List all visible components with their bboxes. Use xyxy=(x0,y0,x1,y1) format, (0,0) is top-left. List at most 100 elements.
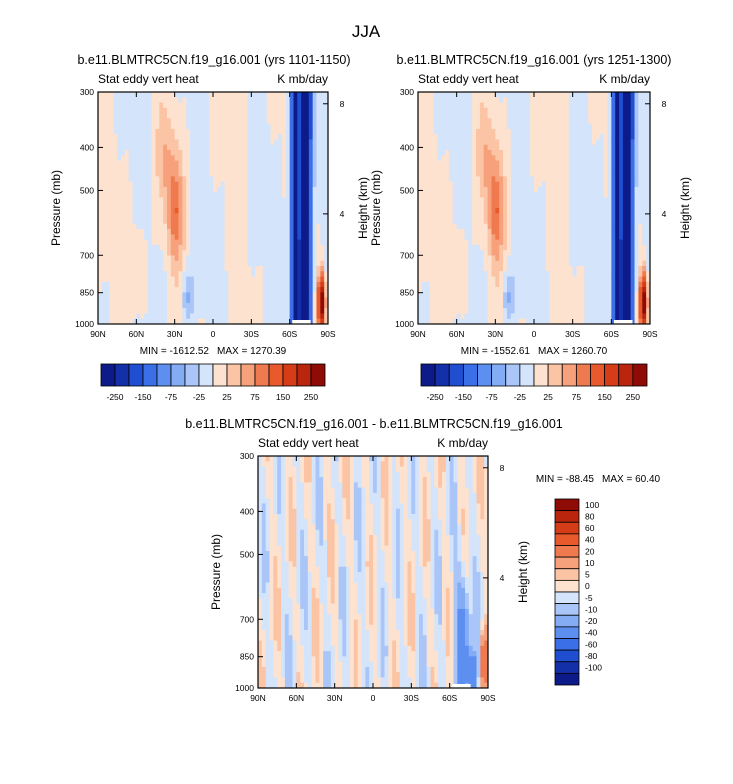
heatmap-cell xyxy=(266,255,272,262)
heatmap-cell xyxy=(642,128,647,135)
heatmap-cell xyxy=(530,160,535,167)
heatmap-cell xyxy=(190,287,195,293)
heatmap-cell xyxy=(611,171,616,177)
heatmap-cell xyxy=(429,271,435,278)
heatmap-cell xyxy=(270,202,275,209)
heatmap-cell xyxy=(155,176,160,183)
heatmap-cell xyxy=(163,107,168,114)
heatmap-cell xyxy=(630,218,636,225)
heatmap-cell xyxy=(607,107,612,114)
heatmap-cell xyxy=(293,139,298,146)
heatmap-cell xyxy=(285,213,291,220)
heatmap-cell xyxy=(441,186,446,193)
heatmap-cell xyxy=(167,186,172,193)
heatmap-cell xyxy=(324,92,328,98)
heatmap-cell xyxy=(147,260,153,267)
heatmap-cell xyxy=(224,297,229,304)
heatmap-cell xyxy=(236,118,241,125)
heatmap-cell xyxy=(278,171,283,177)
heatmap-cell xyxy=(205,302,210,309)
heatmap-cell xyxy=(117,260,122,267)
heatmap-cell xyxy=(456,250,462,257)
heatmap-cell xyxy=(441,197,446,204)
heatmap-cell xyxy=(170,234,176,241)
heatmap-cell xyxy=(105,255,111,262)
heatmap-cell xyxy=(487,208,493,214)
heatmap-cell xyxy=(236,92,241,98)
heatmap-cell xyxy=(109,271,114,278)
heatmap-cell xyxy=(421,160,427,167)
heatmap-cell xyxy=(553,160,558,167)
heatmap-cell xyxy=(441,150,446,156)
heatmap-cell xyxy=(437,92,442,98)
heatmap-cell xyxy=(320,123,325,130)
heatmap-cell xyxy=(437,192,442,199)
heatmap-cell xyxy=(437,181,442,188)
heatmap-cell xyxy=(622,134,628,141)
heatmap-cell xyxy=(174,208,180,214)
heatmap-cell xyxy=(213,250,218,257)
heatmap-cell xyxy=(167,176,172,183)
heatmap-cell xyxy=(584,181,589,188)
heatmap-cell xyxy=(239,139,245,146)
heatmap-cell xyxy=(308,128,314,135)
heatmap-cell xyxy=(448,160,454,167)
heatmap-cell xyxy=(638,155,643,162)
heatmap-cell xyxy=(483,134,489,141)
heatmap-cell xyxy=(220,181,226,188)
heatmap-cell xyxy=(518,234,523,241)
heatmap-cell xyxy=(247,192,252,199)
heatmap-cell xyxy=(472,160,477,167)
heatmap-cell xyxy=(626,118,632,125)
heatmap-cell xyxy=(170,250,176,257)
heatmap-cell xyxy=(144,128,149,135)
heatmap-cell xyxy=(262,229,268,235)
heatmap-cell xyxy=(128,213,134,220)
heatmap-cell xyxy=(626,150,632,156)
heatmap-cell xyxy=(468,250,473,257)
heatmap-cell xyxy=(522,181,527,188)
heatmap-cell xyxy=(495,144,500,151)
heatmap-cell xyxy=(622,287,628,293)
heatmap-cell xyxy=(147,128,153,135)
heatmap-cell xyxy=(174,266,180,272)
heatmap-cell xyxy=(113,144,118,151)
heatmap-cell xyxy=(190,139,195,146)
heatmap-cell xyxy=(155,123,160,130)
heatmap-cell xyxy=(140,302,145,309)
heatmap-cell xyxy=(308,266,314,272)
heatmap-cell xyxy=(506,223,512,230)
heatmap-cell xyxy=(113,92,118,98)
heatmap-cell xyxy=(580,176,585,183)
heatmap-cell xyxy=(105,271,111,278)
heatmap-cell xyxy=(526,171,531,177)
heatmap-cell xyxy=(117,276,122,283)
heatmap-cell xyxy=(479,266,485,272)
heatmap-cell xyxy=(213,113,218,119)
heatmap-cell xyxy=(561,250,566,257)
heatmap-cell xyxy=(151,302,157,309)
heatmap-cell xyxy=(646,250,650,257)
heatmap-cell xyxy=(297,160,302,167)
heatmap-cell xyxy=(136,97,141,104)
heatmap-cell xyxy=(293,297,298,304)
heatmap-cell xyxy=(239,313,245,320)
heatmap-cell xyxy=(320,318,325,324)
heatmap-cell xyxy=(105,229,111,235)
heatmap-cell xyxy=(572,102,578,109)
heatmap-cell xyxy=(595,102,601,109)
heatmap-cell xyxy=(163,160,168,167)
heatmap-cell xyxy=(155,229,160,235)
heatmap-cell xyxy=(456,155,462,162)
heatmap-cell xyxy=(499,197,504,204)
heatmap-cell xyxy=(518,192,523,199)
heatmap-cell xyxy=(534,223,539,230)
heatmap-cell xyxy=(297,139,302,146)
heatmap-cell xyxy=(603,176,609,183)
heatmap-cell xyxy=(537,186,543,193)
heatmap-cell xyxy=(220,165,226,172)
heatmap-cell xyxy=(232,155,237,162)
heatmap-cell xyxy=(193,197,199,204)
heatmap-cell xyxy=(545,239,551,246)
heatmap-cell xyxy=(190,150,195,156)
